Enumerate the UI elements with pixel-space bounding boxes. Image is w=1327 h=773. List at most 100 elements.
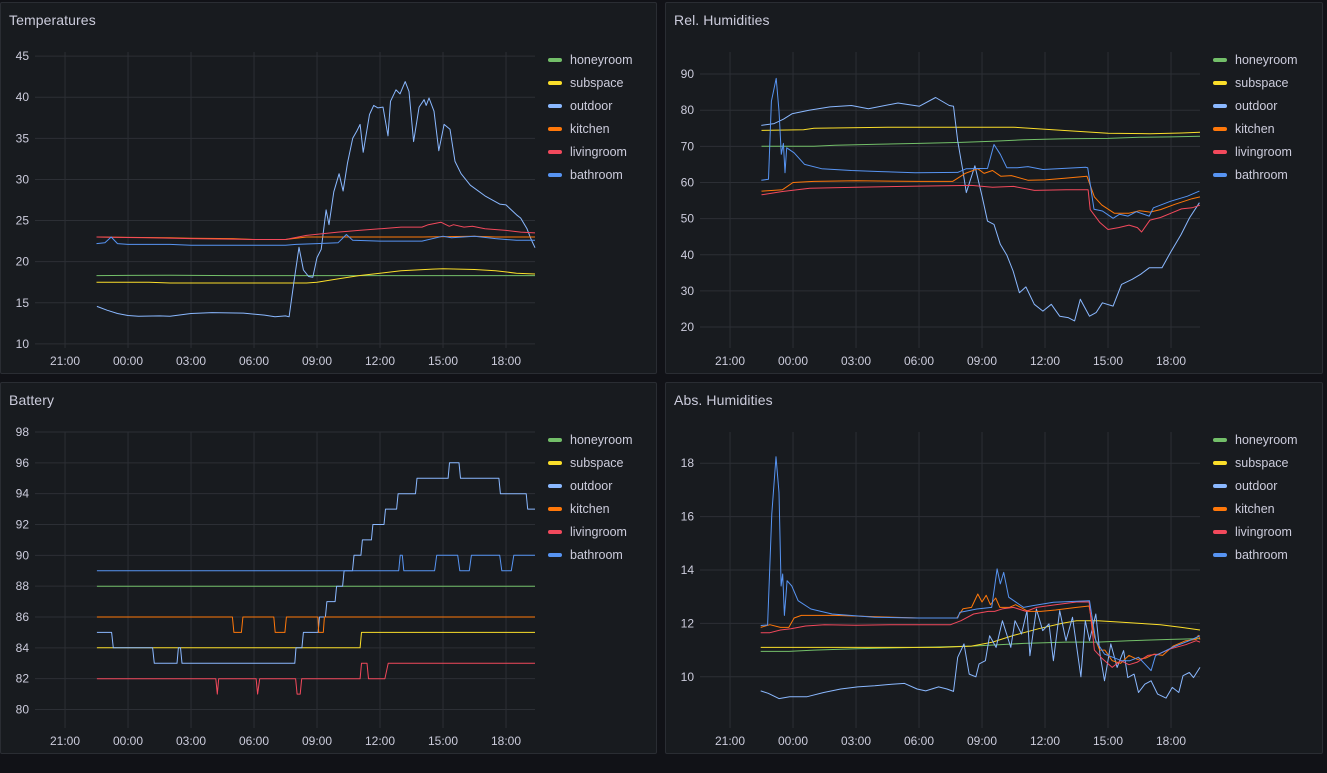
y-tick-label: 14 [681, 563, 695, 577]
y-tick-label: 86 [16, 610, 30, 624]
x-tick-label: 09:00 [967, 734, 997, 748]
legend-swatch [1213, 483, 1227, 488]
legend-item-subspace[interactable]: subspace [548, 71, 633, 94]
x-tick-label: 12:00 [1030, 734, 1060, 748]
legend-label: honeyroom [570, 52, 633, 67]
legend-swatch [548, 80, 562, 85]
x-tick-label: 12:00 [1030, 354, 1060, 368]
series-line-subspace[interactable] [761, 126, 1201, 135]
legend-item-livingroom[interactable]: livingroom [1213, 140, 1298, 163]
legend-swatch [548, 437, 562, 442]
series-line-honeyroom[interactable] [761, 135, 1201, 147]
series-line-outdoor[interactable] [96, 81, 536, 318]
legend-item-outdoor[interactable]: outdoor [548, 94, 633, 117]
y-tick-label: 80 [16, 703, 30, 717]
legend-item-bathroom[interactable]: bathroom [1213, 163, 1298, 186]
series-line-outdoor[interactable] [760, 608, 1201, 700]
x-tick-label: 09:00 [302, 734, 332, 748]
legend-item-outdoor[interactable]: outdoor [548, 474, 633, 497]
x-tick-label: 06:00 [239, 734, 269, 748]
series-line-kitchen[interactable] [760, 593, 1201, 664]
x-tick-label: 06:00 [904, 354, 934, 368]
legend-item-outdoor[interactable]: outdoor [1213, 94, 1298, 117]
legend-item-kitchen[interactable]: kitchen [1213, 117, 1298, 140]
y-tick-label: 82 [16, 672, 30, 686]
series-line-livingroom[interactable] [96, 221, 536, 240]
series-line-livingroom[interactable] [96, 662, 535, 695]
series-line-outdoor[interactable] [761, 97, 1200, 322]
legend-item-kitchen[interactable]: kitchen [1213, 497, 1298, 520]
legend-swatch [548, 103, 562, 108]
y-tick-label: 30 [16, 172, 30, 186]
legend-swatch [548, 460, 562, 465]
series-group [96, 81, 536, 318]
x-tick-label: 15:00 [428, 734, 458, 748]
legend-label: honeyroom [1235, 52, 1298, 67]
legend-label: honeyroom [570, 432, 633, 447]
legend-item-honeyroom[interactable]: honeyroom [548, 428, 633, 451]
legend-label: kitchen [570, 121, 610, 136]
legend-item-honeyroom[interactable]: honeyroom [1213, 428, 1298, 451]
series-line-subspace[interactable] [96, 268, 536, 284]
legend-item-subspace[interactable]: subspace [1213, 451, 1298, 474]
series-group [761, 77, 1201, 322]
legend-item-subspace[interactable]: subspace [548, 451, 633, 474]
series-line-kitchen[interactable] [96, 616, 535, 633]
legend-item-bathroom[interactable]: bathroom [548, 163, 633, 186]
legend-item-livingroom[interactable]: livingroom [1213, 520, 1298, 543]
legend-item-outdoor[interactable]: outdoor [1213, 474, 1298, 497]
series-line-subspace[interactable] [96, 631, 535, 649]
series-line-livingroom[interactable] [761, 184, 1201, 233]
legend-item-bathroom[interactable]: bathroom [1213, 543, 1298, 566]
x-tick-label: 00:00 [778, 734, 808, 748]
legend-item-kitchen[interactable]: kitchen [548, 497, 633, 520]
legend-item-subspace[interactable]: subspace [1213, 71, 1298, 94]
y-tick-label: 98 [16, 425, 30, 439]
legend-item-livingroom[interactable]: livingroom [548, 520, 633, 543]
panel-abs-humidities: Abs. Humidities 10 12 14 16 18 21:00 00:00 03:0… [665, 382, 1323, 754]
x-tick-label: 03:00 [841, 354, 871, 368]
legend-item-bathroom[interactable]: bathroom [548, 543, 633, 566]
legend-item-honeyroom[interactable]: honeyroom [548, 48, 633, 71]
y-tick-label: 84 [16, 641, 30, 655]
legend-item-honeyroom[interactable]: honeyroom [1213, 48, 1298, 71]
series-line-kitchen[interactable] [761, 168, 1201, 214]
series-line-bathroom[interactable] [96, 554, 535, 572]
grid: 10 12 14 16 18 21:00 00:00 03:00 06:00 09:00 12:00… [681, 432, 1200, 748]
abs-humidities-chart[interactable]: 10 12 14 16 18 21:00 00:00 03:00 06:00 09:00 12:00… [666, 383, 1322, 754]
x-tick-label: 21:00 [50, 354, 80, 368]
panel-temperatures: Temperatures 10 15 20 25 30 35 40 45 21:00 00:00 0… [0, 2, 657, 374]
y-tick-label: 35 [16, 131, 30, 145]
series-line-bathroom[interactable] [760, 456, 1201, 672]
panel-title[interactable]: Temperatures [9, 12, 96, 28]
x-tick-label: 03:00 [176, 734, 206, 748]
series-line-livingroom[interactable] [760, 601, 1201, 668]
y-tick-label: 10 [681, 670, 695, 684]
series-line-bathroom[interactable] [96, 234, 536, 246]
temperatures-chart[interactable]: 10 15 20 25 30 35 40 45 21:00 00:00 03:00 06:00 09:0… [1, 3, 657, 374]
rel-humidities-chart[interactable]: 20 30 40 50 60 70 80 90 21:00 00:00 03:00 06:00 09:0… [666, 3, 1322, 374]
legend-label: bathroom [1235, 547, 1288, 562]
legend-label: subspace [570, 455, 624, 470]
x-tick-label: 15:00 [428, 354, 458, 368]
legend-item-kitchen[interactable]: kitchen [548, 117, 633, 140]
legend-swatch [1213, 529, 1227, 534]
x-tick-label: 21:00 [715, 354, 745, 368]
panel-title[interactable]: Rel. Humidities [674, 12, 770, 28]
legend-item-livingroom[interactable]: livingroom [548, 140, 633, 163]
legend-label: livingroom [1235, 144, 1292, 159]
legend-swatch [1213, 57, 1227, 62]
series-line-subspace[interactable] [760, 620, 1201, 648]
legend: honeyroom subspace outdoor kitchen livingroo… [548, 428, 633, 566]
battery-chart[interactable]: 80 82 84 86 88 90 92 94 96 98 21:00 00:00 03:00 06:00… [1, 383, 657, 754]
panel-title[interactable]: Abs. Humidities [674, 392, 773, 408]
legend-label: subspace [1235, 75, 1289, 90]
y-tick-label: 45 [16, 49, 30, 63]
series-line-honeyroom[interactable] [760, 638, 1201, 652]
legend-label: outdoor [570, 98, 613, 113]
series-line-outdoor[interactable] [96, 462, 535, 664]
legend-label: bathroom [1235, 167, 1288, 182]
panel-title[interactable]: Battery [9, 392, 55, 408]
legend: honeyroom subspace outdoor kitchen livingroo… [548, 48, 633, 186]
series-line-bathroom[interactable] [761, 77, 1200, 219]
